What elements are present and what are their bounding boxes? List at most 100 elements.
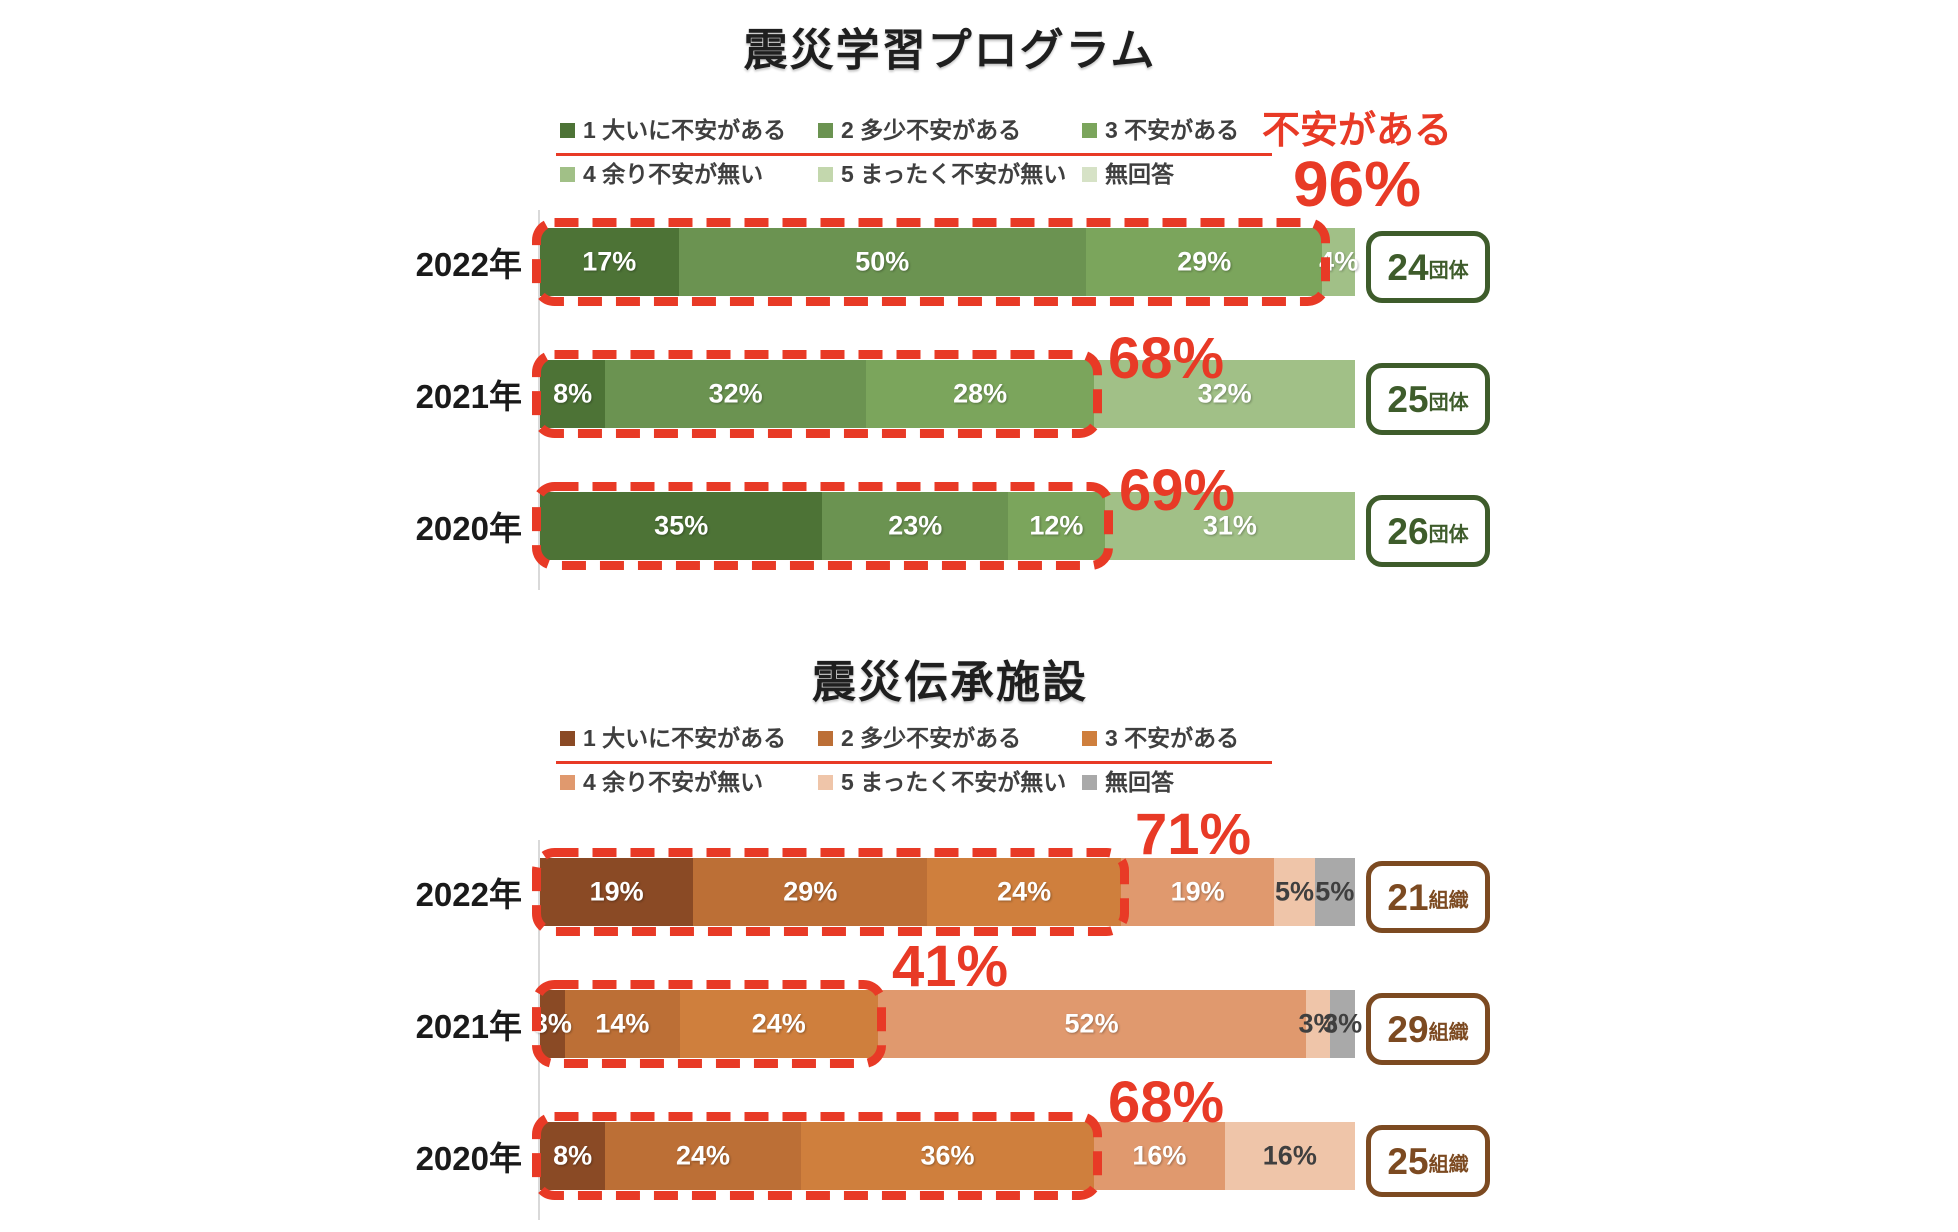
segment-value-label: 5%: [1315, 876, 1355, 907]
segment-value-label: 19%: [589, 876, 644, 907]
count-unit: 団体: [1428, 523, 1469, 546]
legend-item-label: 5 まったく不安が無い: [841, 769, 1067, 795]
legend-swatch: [560, 774, 575, 790]
legend-swatch: [818, 774, 833, 790]
annotation-percentage: 41%: [892, 934, 1009, 999]
bar-segment: 32%: [1094, 360, 1355, 428]
legend-swatch: [1082, 774, 1097, 790]
annotation-percentage: 68%: [1108, 1070, 1225, 1135]
legend-swatch: [560, 730, 575, 746]
bar-segment: 35%: [540, 492, 823, 560]
bar-row: 8% 24% 36% 16% 16%: [540, 1122, 1356, 1190]
segment-value-label: 50%: [855, 246, 910, 277]
bar-segment: 31%: [1104, 492, 1355, 560]
segment-value-label: 12%: [1029, 510, 1084, 541]
legend-item: 4 余り不安が無い: [560, 768, 818, 796]
bar-segment: 23%: [822, 492, 1009, 560]
segment-value-label: 14%: [595, 1008, 650, 1039]
legend-item: 1 大いに不安がある: [560, 116, 818, 144]
legend-item: 5 まったく不安が無い: [818, 768, 1082, 796]
legend-item-label: 3 不安がある: [1105, 117, 1240, 143]
segment-value-label: 16%: [1262, 1140, 1317, 1171]
legend-swatch: [560, 122, 575, 138]
legend-item: 3 不安がある: [1082, 116, 1239, 144]
segment-value-label: 28%: [953, 378, 1008, 409]
legend-item-label: 3 不安がある: [1105, 725, 1240, 751]
segment-value-label: 52%: [1064, 1008, 1119, 1039]
bar-segment: 3%: [1323, 990, 1362, 1058]
bar-segment: 16%: [1094, 1122, 1225, 1190]
legend-item: 1 大いに不安がある: [560, 724, 818, 752]
legend-item: 4 余り不安が無い: [560, 160, 818, 188]
segment-value-label: 36%: [920, 1140, 975, 1171]
segment-value-label: 32%: [1197, 378, 1252, 409]
count-number: 21: [1387, 876, 1429, 918]
legend: 1 大いに不安がある 2 多少不安がある 3 不安がある 4 余り不安が無い 5 まった…: [560, 724, 1239, 796]
bar-segment: 24%: [927, 858, 1121, 926]
legend-item: 2 多少不安がある: [818, 116, 1082, 144]
year-label: 2022年: [415, 246, 522, 283]
legend-item: 2 多少不安がある: [818, 724, 1082, 752]
bar-segment: 5%: [1314, 858, 1355, 926]
bar-segment: 52%: [877, 990, 1306, 1058]
bar-segment: 8%: [540, 1122, 606, 1190]
bar-segment: 50%: [678, 228, 1087, 296]
segment-value-label: 16%: [1132, 1140, 1187, 1171]
bar-segment: 16%: [1224, 1122, 1356, 1190]
legend-item-label: 1 大いに不安がある: [583, 725, 787, 751]
count-number: 25: [1387, 1140, 1429, 1182]
annotation-heading: 不安がある: [1261, 110, 1452, 152]
year-label: 2020年: [415, 1140, 522, 1177]
legend-swatch: [818, 166, 833, 182]
bar-segment: 24%: [679, 990, 878, 1058]
legend-highlight-underline: [556, 153, 1272, 156]
legend-swatch: [818, 730, 833, 746]
segment-value-label: 3%: [1323, 1008, 1363, 1039]
legend: 1 大いに不安がある 2 多少不安がある 3 不安がある 4 余り不安が無い 5 まった…: [560, 116, 1239, 188]
bar-segment: 8%: [540, 360, 606, 428]
count-unit: 団体: [1428, 259, 1469, 282]
legend-item: 無回答: [1082, 768, 1239, 796]
count-badge: 21 組織: [1366, 861, 1490, 933]
count-badge: 26 団体: [1366, 495, 1490, 567]
legend-swatch: [1082, 122, 1097, 138]
bar-segment: 3%: [1298, 990, 1337, 1058]
segment-value-label: 24%: [675, 1140, 731, 1171]
bar-segment: 12%: [1008, 492, 1105, 560]
legend-item-label: 2 多少不安がある: [841, 117, 1022, 143]
count-number: 25: [1387, 378, 1429, 420]
count-badge: 29 組織: [1366, 993, 1490, 1065]
bar-segment: 19%: [540, 858, 694, 926]
bar-row: 8% 32% 28% 32%: [540, 360, 1355, 428]
bar-segment: 19%: [1120, 858, 1275, 926]
count-number: 29: [1387, 1008, 1429, 1050]
count-badge: 24 団体: [1366, 231, 1490, 303]
segment-value-label: 24%: [751, 1008, 806, 1039]
legend-swatch: [560, 166, 575, 182]
legend-item-label: 5 まったく不安が無い: [841, 161, 1067, 187]
year-label: 2021年: [415, 378, 522, 415]
bar-segment: 3%: [533, 990, 572, 1058]
bar-row: 19% 29% 24% 19% 5% 5%: [540, 858, 1355, 926]
annotation-percentage: 69%: [1119, 458, 1236, 523]
segment-value-label: 35%: [654, 510, 709, 541]
legend-item-label: 1 大いに不安がある: [583, 117, 787, 143]
count-unit: 組織: [1428, 1021, 1469, 1044]
count-number: 26: [1387, 510, 1429, 552]
count-unit: 組織: [1428, 1153, 1469, 1176]
legend-item: 無回答: [1082, 160, 1239, 188]
bar-row: 17% 50% 29% 4%: [540, 228, 1359, 296]
count-number: 24: [1387, 246, 1429, 288]
annotation-percentage: 96%: [1292, 148, 1422, 220]
bar-segment: 4%: [1319, 228, 1359, 296]
segment-value-label: 4%: [1319, 246, 1359, 277]
legend-item: 3 不安がある: [1082, 724, 1239, 752]
bar-segment: 17%: [540, 228, 679, 296]
legend-item-label: 4 余り不安が無い: [583, 769, 764, 795]
bar-segment: 29%: [693, 858, 928, 926]
segment-value-label: 8%: [553, 378, 593, 409]
year-label: 2022年: [415, 876, 522, 913]
